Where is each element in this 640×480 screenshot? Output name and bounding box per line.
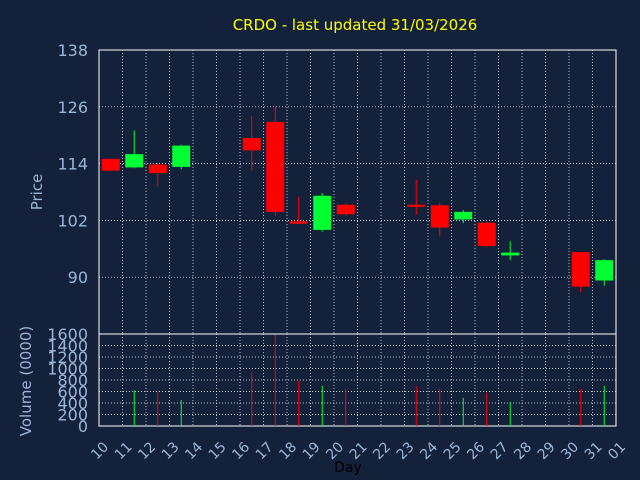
price-tick-label: 126 [57,98,88,117]
volume-tick-label: 1200 [47,348,88,367]
price-gridlines [99,50,616,334]
candle-body [571,252,590,287]
price-panel: 138 126 114 102 90 Price [28,41,617,335]
volume-tick-label: 1000 [47,360,88,379]
candle-body [501,252,520,256]
price-axis-label: Price [28,174,46,211]
candle-body [289,221,308,224]
volume-tick-label: 1600 [47,325,88,344]
candle-body [477,222,496,246]
candles [101,105,614,293]
chart-title: CRDO - last updated 31/03/2026 [233,16,478,34]
price-tick-label: 114 [57,155,88,174]
price-tick-label: 102 [57,211,88,230]
volume-axis-label: Volume (0000) [17,326,35,436]
volume-tick-label: 0 [78,417,88,436]
candle-group [101,105,614,293]
candle-body [407,204,426,207]
candle-body [101,158,120,171]
candle-body [148,164,167,174]
volume-tick-label: 1400 [47,337,88,356]
candle-body [266,121,285,212]
price-tick-labels: 138 126 114 102 90 [57,41,88,287]
volume-tick-label: 400 [57,394,88,413]
candle-body [595,260,614,281]
price-tick-label: 90 [68,268,88,287]
candle-body [313,195,332,230]
volume-tick-label: 200 [57,406,88,425]
volume-tick-label: 800 [57,371,88,390]
candle-body [336,204,355,215]
candle-body [454,211,473,220]
candle-body [125,154,144,168]
volume-gridlines [99,334,616,426]
volume-tick-label: 600 [57,383,88,402]
candle-body [242,138,261,151]
volume-bars [133,334,605,426]
x-axis-label: Day [334,460,362,476]
candle-body [172,145,191,167]
price-tick-label: 138 [57,41,88,60]
candle-body [430,205,449,228]
